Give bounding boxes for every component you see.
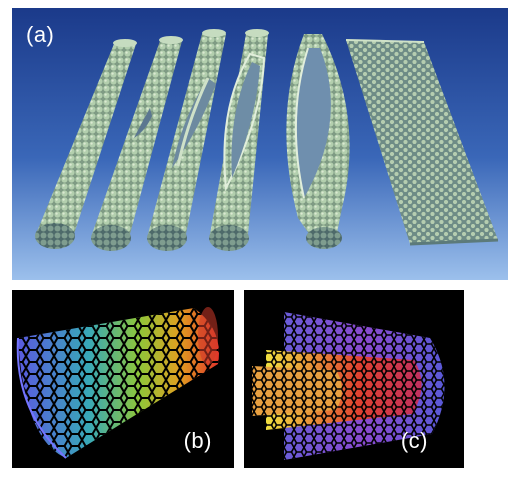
panel-label-a: (a) xyxy=(26,22,55,47)
panel-b-single-wall-nanotube: (b) xyxy=(12,290,234,468)
inner-wall xyxy=(252,366,342,416)
nanotube-opening-3 xyxy=(209,29,269,251)
nanotube-opening-2 xyxy=(147,29,226,251)
nanotube-opening-1 xyxy=(91,36,183,251)
panel-label-c: (c) xyxy=(400,428,428,453)
panel-a-graphic xyxy=(12,8,508,280)
panel-c-multi-wall-nanotube: (c) xyxy=(244,290,464,468)
panel-c-graphic xyxy=(244,290,464,468)
graphene-nanoribbon xyxy=(345,39,499,246)
panel-b-graphic xyxy=(12,290,234,468)
nanotube-opening-4 xyxy=(286,34,350,249)
panel-label-b: (b) xyxy=(183,428,212,453)
nanotube-body xyxy=(16,307,219,459)
panel-a-unzipping-illustration: (a) xyxy=(12,8,508,280)
nanotube-intact xyxy=(35,39,137,249)
